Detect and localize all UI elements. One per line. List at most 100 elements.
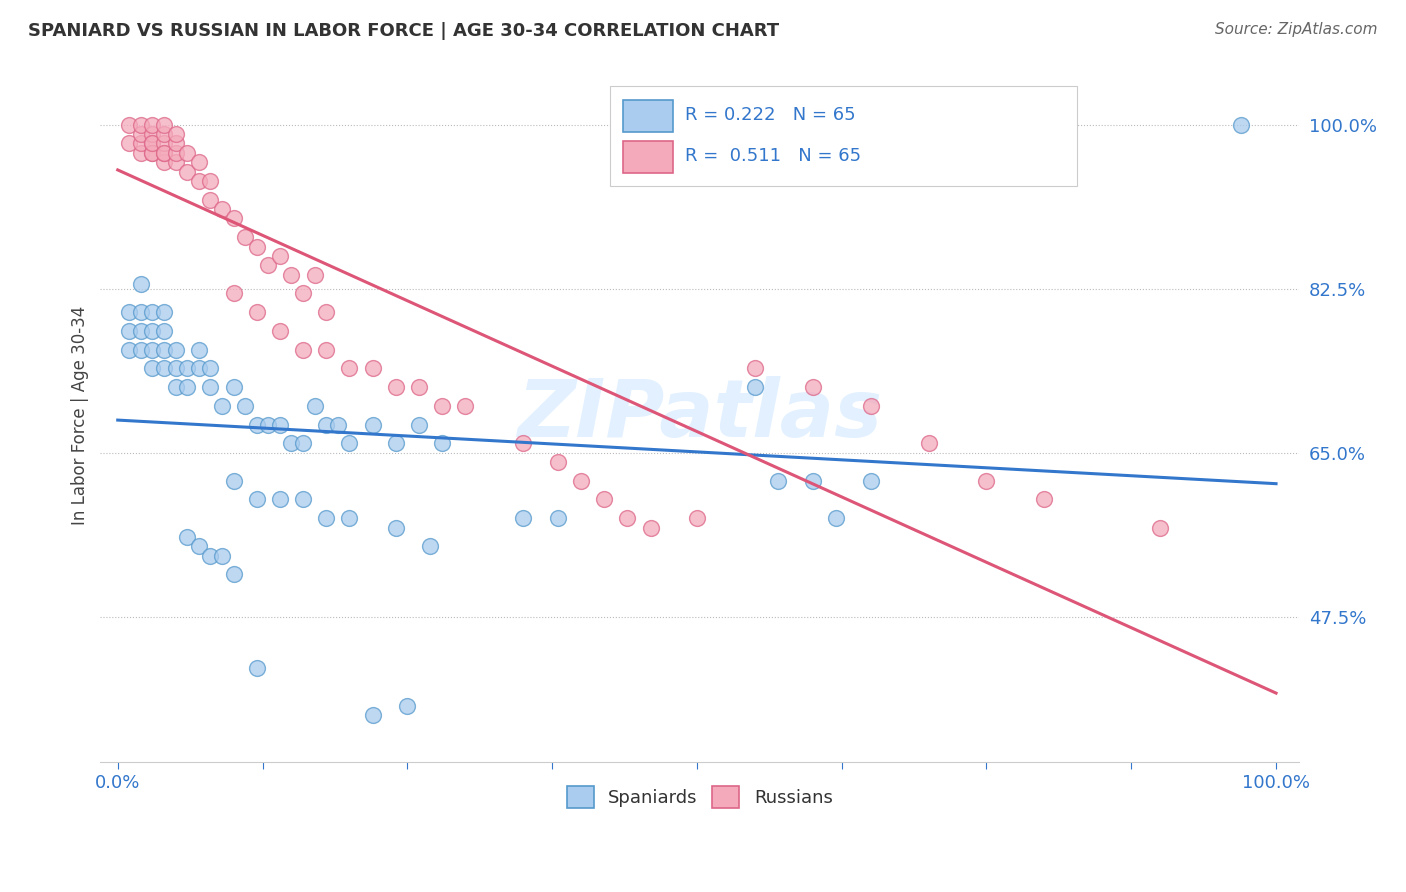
Point <box>165 380 187 394</box>
Point <box>141 305 163 319</box>
Point <box>141 343 163 357</box>
Point <box>176 164 198 178</box>
Y-axis label: In Labor Force | Age 30-34: In Labor Force | Age 30-34 <box>72 306 89 524</box>
Point <box>118 305 141 319</box>
Point <box>129 145 152 160</box>
Point <box>408 417 430 432</box>
Point <box>292 343 315 357</box>
Point <box>361 361 384 376</box>
Point <box>917 436 939 450</box>
Point <box>141 136 163 151</box>
Point <box>292 436 315 450</box>
Point <box>129 324 152 338</box>
Point <box>269 249 291 263</box>
Point <box>141 361 163 376</box>
Point <box>211 202 233 216</box>
Point <box>176 145 198 160</box>
Point <box>118 136 141 151</box>
Point <box>246 661 269 675</box>
Point <box>315 417 337 432</box>
Point <box>1230 118 1253 132</box>
Point <box>153 145 176 160</box>
Text: R = 0.222   N = 65: R = 0.222 N = 65 <box>685 106 856 124</box>
Point <box>361 417 384 432</box>
Point <box>280 436 302 450</box>
Point <box>616 511 638 525</box>
Text: R =  0.511   N = 65: R = 0.511 N = 65 <box>685 147 862 165</box>
Point <box>569 474 592 488</box>
Point <box>187 155 209 169</box>
Point <box>222 567 245 582</box>
Point <box>315 511 337 525</box>
Point <box>257 258 280 272</box>
Point <box>512 436 534 450</box>
Point <box>686 511 709 525</box>
Point <box>118 118 141 132</box>
Legend: Spaniards, Russians: Spaniards, Russians <box>560 779 839 815</box>
Point <box>153 155 176 169</box>
Point <box>200 174 222 188</box>
FancyBboxPatch shape <box>610 86 1077 186</box>
Text: Source: ZipAtlas.com: Source: ZipAtlas.com <box>1215 22 1378 37</box>
Point <box>153 127 176 141</box>
Point <box>129 277 152 291</box>
Point <box>430 436 453 450</box>
Point <box>153 136 176 151</box>
Point <box>1149 520 1171 534</box>
Point <box>825 511 848 525</box>
Point <box>165 155 187 169</box>
Point <box>153 324 176 338</box>
Point <box>222 211 245 226</box>
Point <box>339 436 361 450</box>
Point <box>419 539 441 553</box>
Point <box>187 361 209 376</box>
Point <box>269 492 291 507</box>
Point <box>129 305 152 319</box>
Point <box>766 474 789 488</box>
Point <box>200 193 222 207</box>
Point <box>801 380 824 394</box>
FancyBboxPatch shape <box>623 141 673 172</box>
Point <box>246 305 269 319</box>
Point <box>200 380 222 394</box>
Point <box>326 417 349 432</box>
Point <box>129 136 152 151</box>
Point <box>153 118 176 132</box>
Point <box>269 324 291 338</box>
Point <box>153 361 176 376</box>
Point <box>153 145 176 160</box>
Point <box>222 474 245 488</box>
Point <box>408 380 430 394</box>
Text: SPANIARD VS RUSSIAN IN LABOR FORCE | AGE 30-34 CORRELATION CHART: SPANIARD VS RUSSIAN IN LABOR FORCE | AGE… <box>28 22 779 40</box>
Point <box>200 361 222 376</box>
Point <box>640 520 662 534</box>
Point <box>246 492 269 507</box>
Point <box>593 492 616 507</box>
Point <box>269 417 291 432</box>
Point <box>292 286 315 301</box>
Point <box>547 455 569 469</box>
Point <box>141 324 163 338</box>
Point <box>384 520 406 534</box>
Point <box>233 230 256 244</box>
Point <box>141 145 163 160</box>
Point <box>512 511 534 525</box>
Point <box>118 343 141 357</box>
Point <box>165 136 187 151</box>
Point <box>339 361 361 376</box>
Point <box>547 511 569 525</box>
Point <box>118 324 141 338</box>
Point <box>129 127 152 141</box>
Point <box>361 707 384 722</box>
Point <box>176 530 198 544</box>
Point <box>233 399 256 413</box>
FancyBboxPatch shape <box>623 101 673 132</box>
Point <box>165 361 187 376</box>
Point <box>859 474 882 488</box>
Point <box>165 145 187 160</box>
Point <box>1033 492 1056 507</box>
Point <box>430 399 453 413</box>
Point <box>257 417 280 432</box>
Point <box>141 145 163 160</box>
Point <box>801 474 824 488</box>
